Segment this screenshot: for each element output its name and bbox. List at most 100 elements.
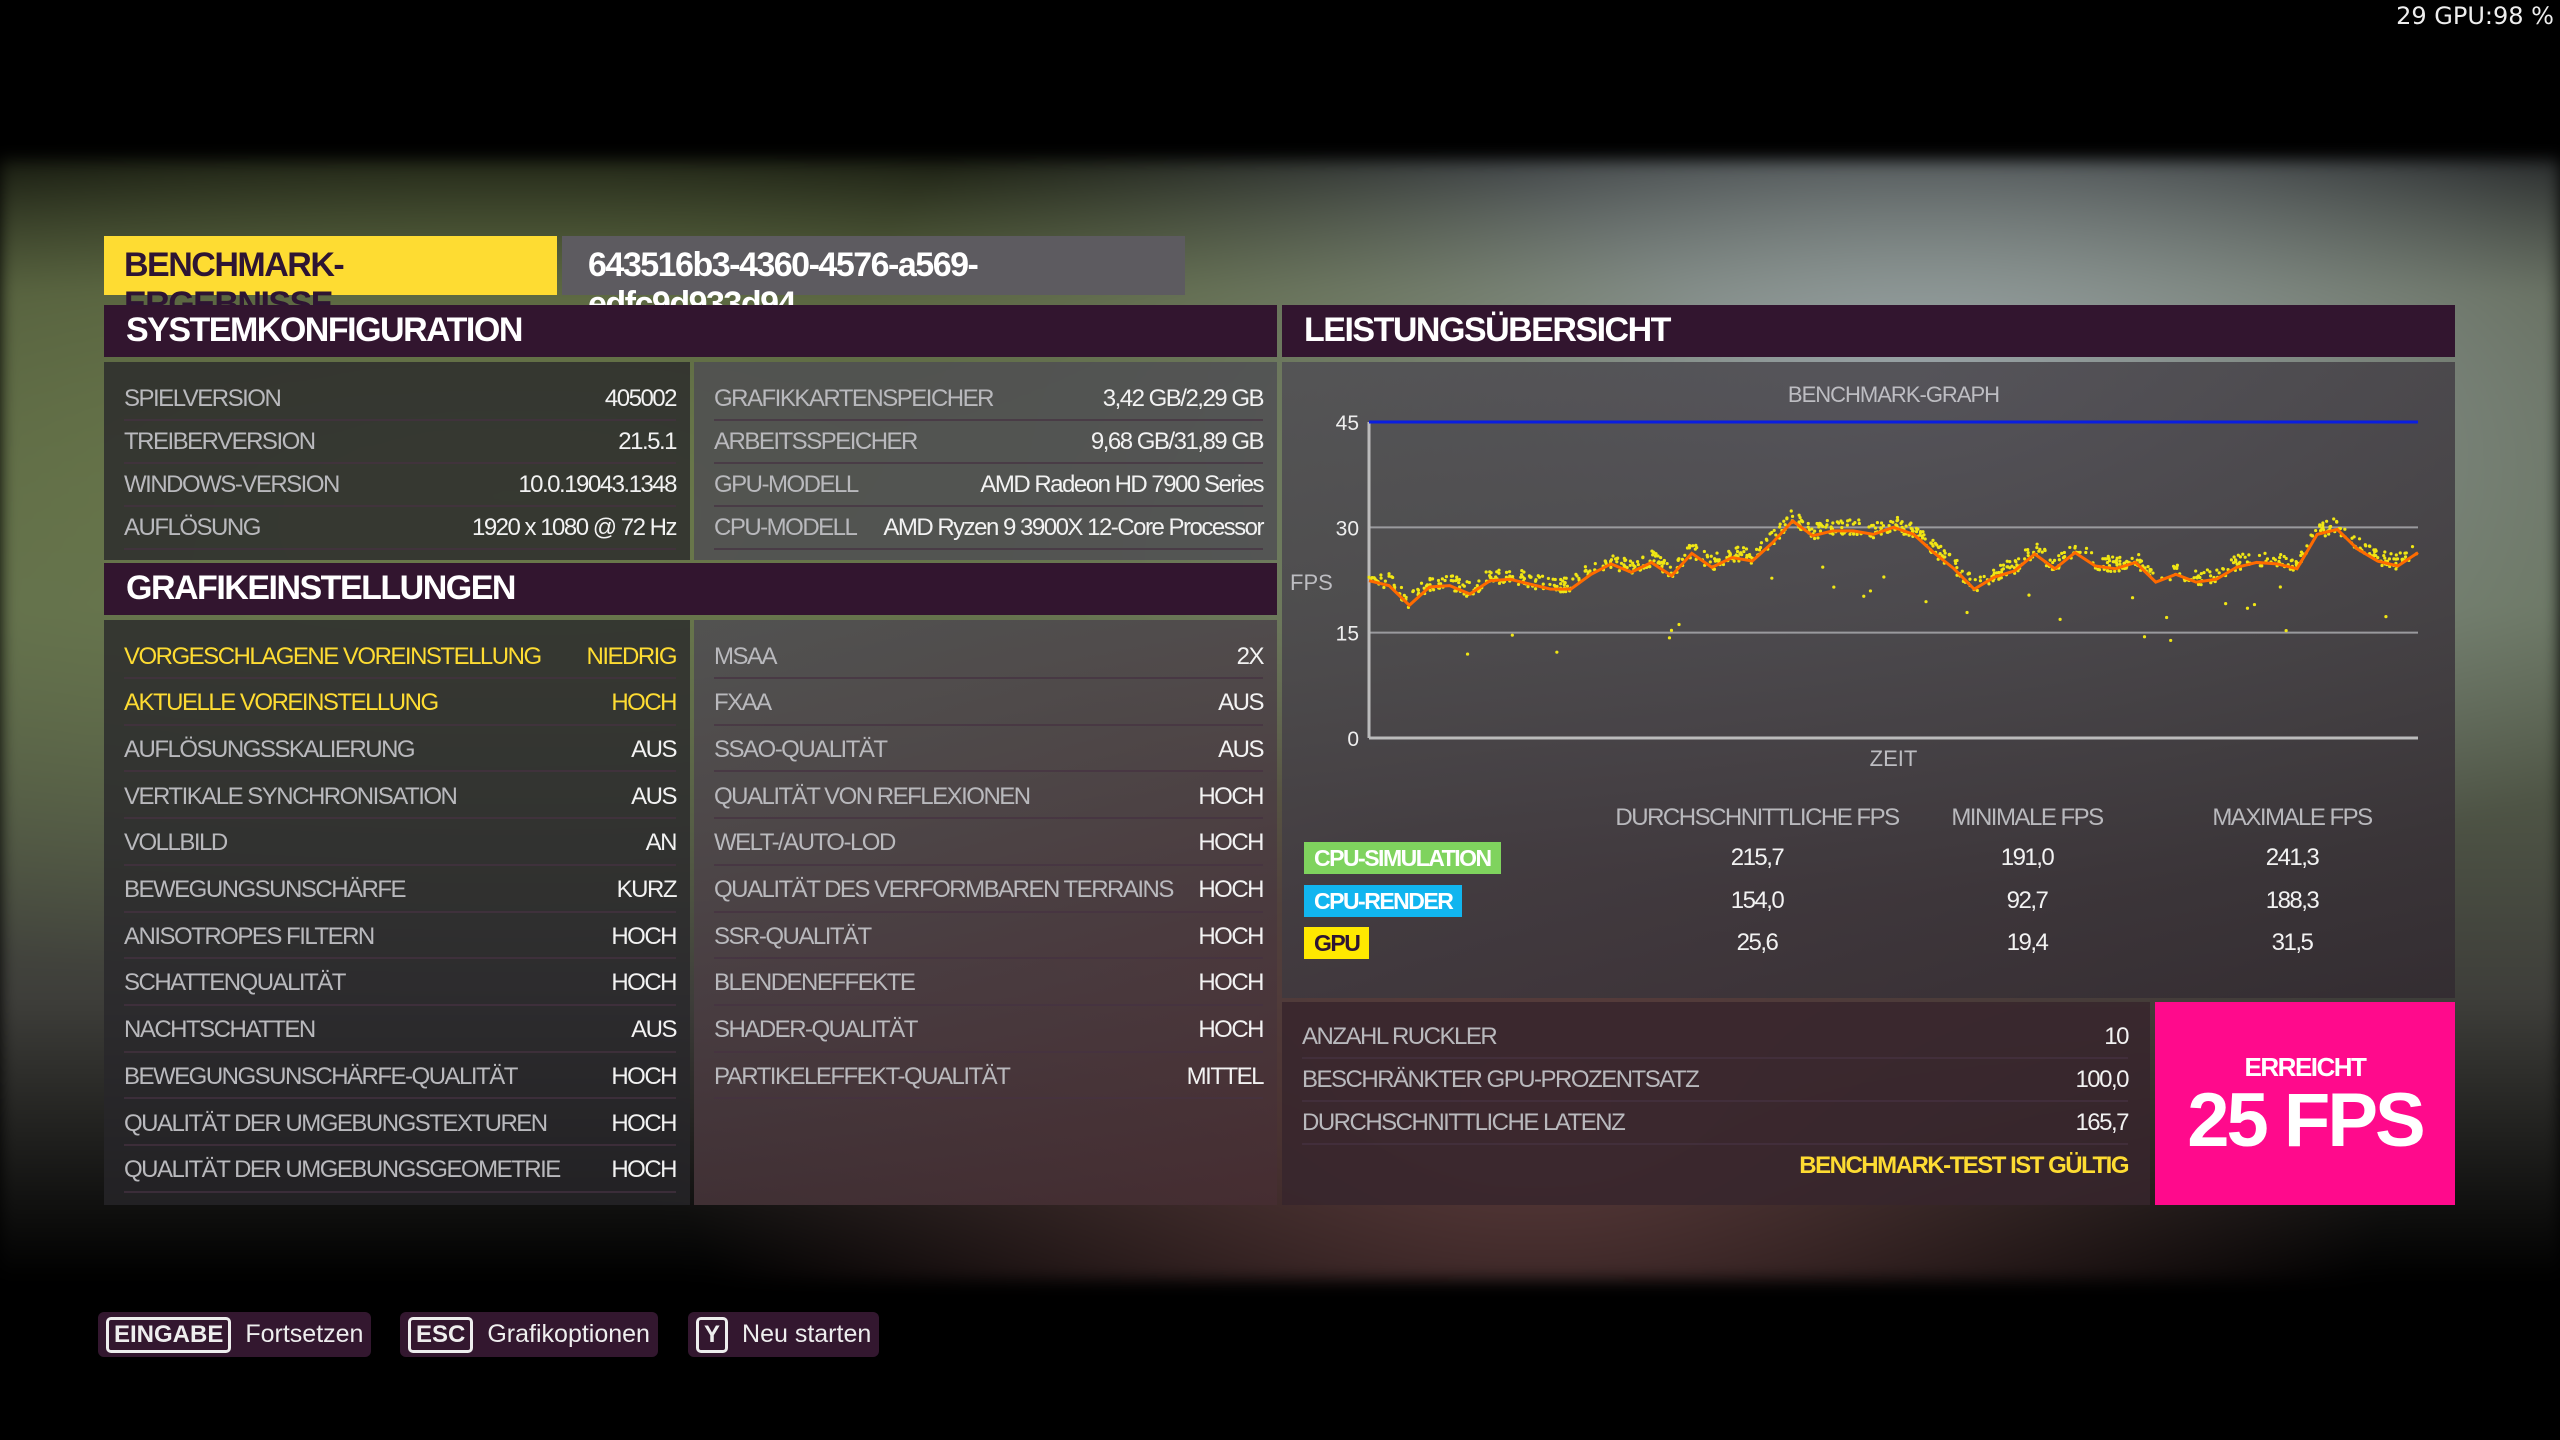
system-left: SPIELVERSION 405002 TREIBERVERSION 21.5.1 WI… — [104, 362, 690, 560]
setting-label: CPU-MODELL — [714, 513, 858, 541]
frame-point — [1522, 577, 1527, 581]
frame-point — [1758, 545, 1763, 550]
frame-point — [2151, 571, 2155, 575]
button-label: Fortsetzen — [245, 1320, 364, 1348]
frame-point — [1428, 588, 1432, 592]
key-hint: EINGABE — [106, 1316, 232, 1353]
frame-point — [1853, 520, 1857, 525]
frame-point — [1739, 551, 1743, 555]
frame-point — [1806, 525, 1810, 529]
frame-point — [1457, 577, 1462, 582]
frame-point — [2096, 567, 2100, 572]
frame-point — [1727, 549, 1731, 553]
frame-point — [1825, 519, 1829, 523]
frame-point — [1677, 622, 1681, 627]
frame-point — [2023, 557, 2027, 561]
setting-row: AKTUELLE VOREINSTELLUNG HOCH — [124, 683, 677, 726]
setting-row: WELT-/AUTO-LOD HOCH — [714, 823, 1264, 866]
frame-point — [1994, 571, 1999, 575]
y-tick-label: 15 — [1336, 623, 1359, 646]
frame-point — [1911, 529, 1915, 533]
frame-point — [1611, 554, 1615, 558]
frame-point — [1561, 590, 1565, 594]
frame-point — [1457, 580, 1461, 585]
frame-point — [1510, 575, 1515, 579]
setting-row: NACHTSCHATTEN AUS — [124, 1010, 677, 1053]
setting-label: SCHATTENQUALITÄT — [124, 969, 346, 997]
graphics-left: VORGESCHLAGENE VOREINSTELLUNG NIEDRIG AKTU… — [104, 620, 690, 1205]
frame-point — [2062, 550, 2066, 555]
frame-point — [2332, 517, 2336, 521]
key-hint: ESC — [408, 1316, 474, 1353]
frame-point — [2325, 519, 2329, 523]
setting-label: SSR-QUALITÄT — [714, 922, 872, 950]
frame-point — [1742, 550, 1746, 554]
frame-point — [1922, 533, 1926, 537]
frame-point — [2258, 564, 2262, 568]
frame-point — [1387, 572, 1391, 576]
key-hint: Y — [696, 1316, 729, 1353]
footer-button-neu-starten[interactable]: Y Neu starten — [688, 1312, 880, 1357]
frame-point — [1465, 652, 1470, 656]
frame-point — [2089, 551, 2094, 555]
frame-point — [1777, 525, 1782, 529]
frame-point — [1806, 521, 1810, 526]
frame-point — [1669, 628, 1674, 632]
frame-point — [1978, 579, 1983, 583]
column-header: DURCHSCHNITTLICHE FPS — [1615, 804, 1900, 831]
frame-point — [2008, 560, 2012, 564]
frame-point — [1895, 515, 1900, 520]
frame-point — [1632, 563, 1636, 568]
stat-label: DURCHSCHNITTLICHE LATENZ — [1302, 1108, 1626, 1136]
frame-point — [1694, 543, 1698, 547]
column-header: MINIMALE FPS — [1951, 804, 2104, 831]
setting-label: QUALITÄT VON REFLEXIONEN — [714, 782, 1031, 810]
frame-point — [2026, 554, 2030, 558]
frame-point — [2209, 574, 2213, 578]
fps-value: 19,4 — [2006, 929, 2049, 956]
frame-point — [2199, 583, 2203, 587]
setting-row: GRAFIKKARTENSPEICHER 3,42 GB/2,29 GB — [714, 378, 1265, 421]
achieved-fps-box: ERREICHT 25 FPS — [2155, 1002, 2455, 1205]
frame-point — [2282, 554, 2286, 559]
y-tick-label: 45 — [1336, 412, 1359, 435]
frame-point — [1754, 547, 1759, 551]
footer-button-grafikoptionen[interactable]: ESC Grafikoptionen — [400, 1312, 658, 1357]
frame-point — [1999, 576, 2003, 580]
frame-point — [1504, 570, 1509, 574]
frame-point — [2169, 638, 2173, 643]
frame-point — [1593, 562, 1597, 566]
frame-point — [2130, 556, 2134, 560]
frame-point — [2403, 555, 2408, 559]
fps-value: 154,0 — [1730, 886, 1785, 914]
frame-point — [1603, 559, 1608, 564]
frame-point — [2238, 560, 2242, 564]
setting-row: QUALITÄT DES VERFORMBAREN TERRAINS HOCH — [714, 870, 1264, 913]
footer-button-fortsetzen[interactable]: EINGABE Fortsetzen — [98, 1312, 372, 1357]
frame-point — [1943, 555, 1947, 559]
frame-point — [1428, 578, 1432, 582]
frame-point — [2278, 556, 2282, 560]
setting-row: QUALITÄT DER UMGEBUNGSTEXTUREN HOCH — [124, 1103, 677, 1146]
frame-point — [1462, 584, 1466, 588]
setting-value: HOCH — [611, 969, 677, 997]
setting-row: MSAA 2X — [714, 636, 1265, 679]
frame-point — [2263, 551, 2267, 555]
frame-point — [2138, 560, 2142, 564]
frame-point — [1831, 532, 1835, 536]
frame-point — [1940, 554, 1944, 558]
frame-point — [1938, 552, 1942, 556]
setting-row: ANISOTROPES FILTERN HOCH — [124, 916, 677, 960]
stat-row: ANZAHL RUCKLER 10 — [1302, 1016, 2129, 1059]
frame-point — [2382, 553, 2386, 558]
frame-point — [2265, 557, 2270, 561]
frame-point — [1383, 579, 1387, 583]
frame-point — [1687, 546, 1692, 550]
frame-point — [2257, 553, 2262, 558]
setting-label: QUALITÄT DER UMGEBUNGSTEXTUREN — [124, 1109, 548, 1137]
stat-row: BESCHRÄNKTER GPU-PROZENTSATZ 100,0 — [1302, 1059, 2129, 1102]
stat-label: BESCHRÄNKTER GPU-PROZENTSATZ — [1302, 1065, 1700, 1093]
frame-point — [2048, 558, 2052, 562]
frame-point — [1439, 582, 1443, 586]
setting-value: 2X — [1236, 642, 1265, 670]
